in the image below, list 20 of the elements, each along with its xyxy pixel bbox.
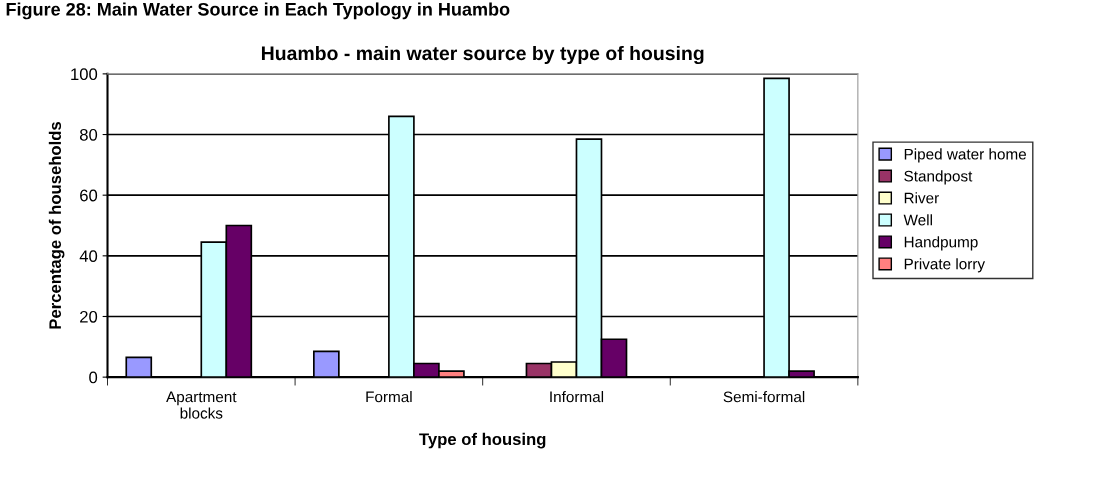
y-tick-label: 80: [79, 128, 98, 141]
x-tick-label: Apartment blocks: [166, 391, 237, 419]
legend-label: Standpost: [904, 170, 973, 185]
x-tick-label: Semi-formal: [723, 391, 805, 403]
x-tick-label: Formal: [366, 391, 412, 403]
legend-label: Well: [903, 214, 932, 226]
y-tick-label: 20: [80, 310, 98, 323]
legend-label: River: [904, 192, 939, 204]
legend-label: Private lorry: [904, 258, 986, 273]
chart-title: Huambo - main water source by type of housing: [261, 45, 704, 65]
x-axis-title: Type of housing: [419, 432, 546, 449]
caption: Figure 28: Main Water Source in Each Typology in Huambo: [6, 2, 510, 20]
y-axis-title: Percentage of households: [48, 121, 65, 329]
y-tick-label: 40: [79, 250, 98, 263]
y-tick-label: 100: [71, 68, 98, 81]
legend-label: Handpump: [904, 236, 978, 251]
y-tick-label: 0: [89, 371, 98, 384]
legend-label: Piped water home: [904, 148, 1027, 163]
x-tick-label: Informal: [550, 391, 604, 403]
y-tick-label: 60: [80, 189, 98, 202]
